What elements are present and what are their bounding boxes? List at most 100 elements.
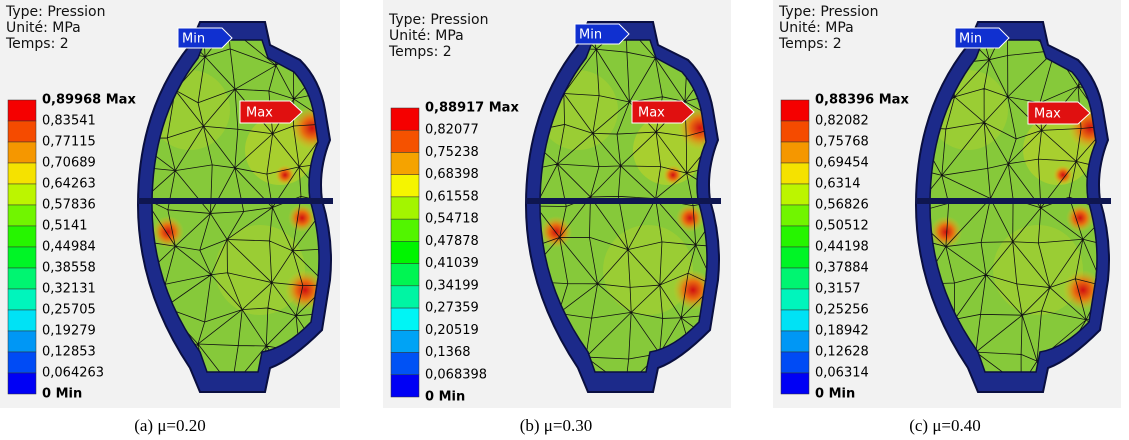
legend-band xyxy=(780,120,810,143)
legend-label: 0,19279 xyxy=(42,324,96,339)
hotspot xyxy=(1066,204,1094,232)
legend-band xyxy=(7,246,37,269)
legend-band xyxy=(390,174,420,198)
min-tag-box xyxy=(574,23,630,45)
header-line: Temps: 2 xyxy=(778,36,842,52)
pressure-zone xyxy=(603,225,693,315)
legend-band xyxy=(780,309,810,332)
max-tag-box xyxy=(1027,101,1091,125)
pad-outline xyxy=(929,39,1098,373)
legend-band xyxy=(7,120,37,143)
brake-pad xyxy=(136,21,333,393)
legend-band xyxy=(7,204,37,227)
pad-groove xyxy=(526,198,721,204)
legend-label: 0,18942 xyxy=(815,324,869,339)
hotspot xyxy=(540,216,572,248)
min-tag-label: Min xyxy=(182,32,205,47)
legend-band xyxy=(7,183,37,206)
legend-label: 0,37884 xyxy=(815,261,869,276)
legend-label: 0,82082 xyxy=(815,114,869,129)
pad-outline xyxy=(539,39,708,373)
min-tag-box xyxy=(177,27,233,49)
legend-label: 0 Min xyxy=(42,387,82,402)
caption: (b) μ=0.30 xyxy=(520,416,593,435)
legend-band xyxy=(780,99,810,122)
legend-label: 0,75768 xyxy=(815,135,869,150)
min-tag-box xyxy=(954,27,1010,49)
legend-label: 0,20519 xyxy=(425,323,479,338)
header-line: Unité: MPa xyxy=(6,20,81,36)
legend-label: 0,88917 Max xyxy=(425,101,519,116)
min-tag-label: Min xyxy=(579,28,602,43)
legend-label: 0,44198 xyxy=(815,240,869,255)
max-tag-box xyxy=(239,100,303,124)
legend-label: 0,50512 xyxy=(815,219,869,234)
legend-band xyxy=(7,162,37,185)
legend-label: 0,89968 Max xyxy=(42,93,136,108)
legend-band xyxy=(7,351,37,374)
min-tag-label: Min xyxy=(959,32,982,47)
hotspot xyxy=(290,106,319,150)
legend-label: 0,1368 xyxy=(425,345,471,360)
pad-outline xyxy=(151,39,320,373)
hotspot xyxy=(288,204,316,232)
legend-label: 0,82077 xyxy=(425,123,479,138)
legend-band xyxy=(7,99,37,122)
legend-label: 0,32131 xyxy=(42,282,96,297)
min-tag: Min xyxy=(954,27,1010,49)
legend-band xyxy=(390,107,420,131)
legend-label: 0,06314 xyxy=(815,366,869,381)
legend-band xyxy=(390,352,420,376)
legend-label: 0,25256 xyxy=(815,303,869,318)
legend-band xyxy=(7,330,37,353)
legend-label: 0,12628 xyxy=(815,345,869,360)
legend-label: 0,44984 xyxy=(42,240,96,255)
max-tag-label: Max xyxy=(246,106,273,121)
header-line: Type: Pression xyxy=(388,12,489,28)
legend-band xyxy=(390,152,420,175)
header-line: Unité: MPa xyxy=(779,20,854,36)
legend-label: 0,5141 xyxy=(42,219,88,234)
legend-label: 0,27359 xyxy=(425,301,479,316)
legend-band xyxy=(390,263,420,287)
legend-label: 0,41039 xyxy=(425,256,479,271)
legend-band xyxy=(7,141,37,164)
legend-band xyxy=(7,309,37,332)
legend-label: 0,69454 xyxy=(815,156,869,171)
legend-label: 0,6314 xyxy=(815,177,861,192)
max-tag-box xyxy=(631,100,695,124)
hotspot xyxy=(152,216,184,248)
legend-label: 0,38558 xyxy=(42,261,96,276)
legend-band xyxy=(7,288,37,311)
legend-band xyxy=(390,218,420,242)
legend-label: 0,3157 xyxy=(815,282,861,297)
max-tag-label: Max xyxy=(638,106,665,121)
hotspot xyxy=(275,165,295,185)
caption: (c) μ=0.40 xyxy=(909,416,981,435)
legend-label: 0,88396 Max xyxy=(815,93,909,108)
legend-band xyxy=(390,330,420,353)
legend-band xyxy=(390,307,420,331)
legend-label: 0,61558 xyxy=(425,189,479,204)
header-line: Temps: 2 xyxy=(5,36,69,52)
legend-band xyxy=(780,246,810,269)
legend-label: 0,12853 xyxy=(42,345,96,360)
legend-label: 0,83541 xyxy=(42,114,96,129)
hotspot xyxy=(930,216,962,248)
legend-label: 0,57836 xyxy=(42,198,96,213)
legend-band xyxy=(780,330,810,353)
legend-label: 0,34199 xyxy=(425,278,479,293)
legend-label: 0,25705 xyxy=(42,303,96,318)
hotspot xyxy=(1053,165,1073,185)
max-tag-label: Max xyxy=(1034,107,1061,122)
legend-label: 0,47878 xyxy=(425,234,479,249)
legend-band xyxy=(7,372,37,395)
legend-band xyxy=(780,351,810,374)
max-tag: Max xyxy=(1027,101,1091,125)
legend-band xyxy=(7,225,37,248)
legend-band xyxy=(780,372,810,395)
header-line: Unité: MPa xyxy=(389,28,464,44)
